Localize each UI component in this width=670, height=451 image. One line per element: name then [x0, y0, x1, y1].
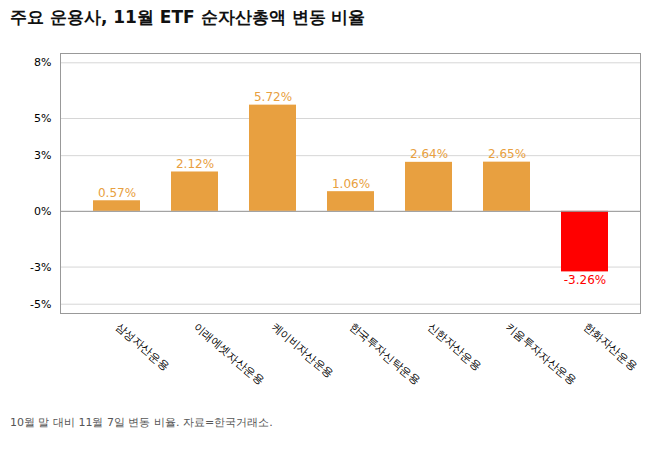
svg-text:-3%: -3% [30, 261, 51, 274]
html-text:주요 운용사, 11월 ETF 순자산총액 변동 비율: 주요 운용사, 11월 ETF 순자산총액 변동 비율 [10, 7, 366, 27]
html-text:10월 말 대비 11월 7일 변동 비율. 자료=한국거래: 10월 말 대비 11월 7일 변동 비율. 자료=한국거래소. [10, 416, 273, 429]
svg-text:2.12%: 2.12% [176, 157, 214, 171]
svg-text:키움투자자산운용: 키움투자자산운용 [503, 321, 579, 388]
svg-text:5%: 5% [34, 112, 51, 125]
svg-text:2.64%: 2.64% [410, 147, 448, 161]
svg-text:-3.26%: -3.26% [564, 273, 606, 287]
svg-text:5.72%: 5.72% [254, 90, 292, 104]
svg-text:신한자산운용: 신한자산운용 [425, 321, 484, 373]
svg-text:-5%: -5% [30, 298, 51, 311]
svg-text:2.65%: 2.65% [488, 147, 526, 161]
svg-text:케이비자산운용: 케이비자산운용 [269, 321, 336, 380]
svg-text:1.06%: 1.06% [332, 177, 370, 191]
svg-text:이래에셋자산운용: 이래에셋자산운용 [191, 321, 267, 388]
svg-text:0.57%: 0.57% [98, 186, 136, 200]
svg-text:삼성자산운용: 삼성자산운용 [113, 321, 172, 373]
svg-text:한국투자신탁운용: 한국투자신탁운용 [347, 321, 423, 388]
svg-text:한화자산운용: 한화자산운용 [581, 321, 640, 373]
svg-text:3%: 3% [34, 149, 51, 162]
svg-text:0%: 0% [34, 205, 51, 218]
svg-text:8%: 8% [34, 56, 51, 69]
